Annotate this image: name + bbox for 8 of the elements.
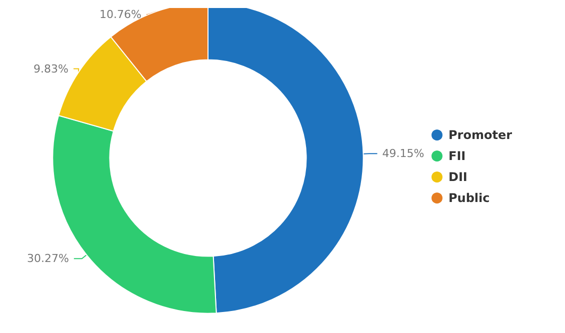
data-label: 30.27%	[26, 252, 69, 266]
data-label: 9.83%	[34, 62, 69, 76]
legend-label: Promoter	[448, 128, 512, 142]
legend-label: FII	[448, 149, 466, 163]
legend-label: DII	[448, 170, 468, 184]
data-label: 49.15%	[382, 147, 424, 160]
data-label: 10.76%	[100, 8, 142, 21]
legend-label: Public	[448, 191, 490, 205]
